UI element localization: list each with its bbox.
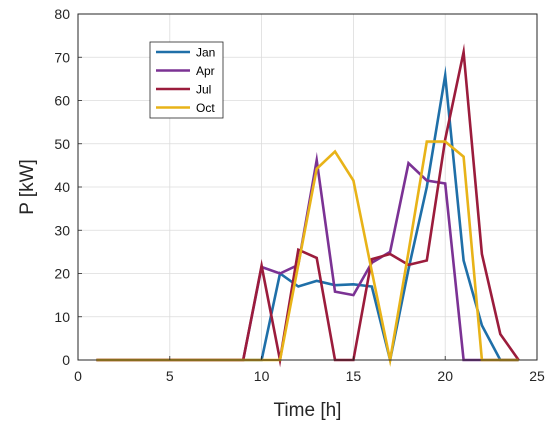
legend-label-oct: Oct [196,101,215,115]
legend-items: Jan Apr Jul Oct [156,46,215,115]
x-tick-label: 5 [166,368,174,384]
legend-label-apr: Apr [196,64,215,78]
x-tick-label: 0 [74,368,82,384]
y-tick-label: 70 [54,49,70,65]
y-tick-label: 30 [54,222,70,238]
y-tick-label: 40 [54,179,70,195]
legend-label-jan: Jan [196,46,215,60]
y-tick-label: 80 [54,6,70,22]
y-tick-label: 0 [62,352,70,368]
x-tick-label: 25 [529,368,545,384]
y-tick-label: 60 [54,93,70,109]
legend-label-jul: Jul [196,83,211,97]
y-axis-label: P [kW] [17,159,38,215]
tick-layer: 0 5 10 15 20 25 0 10 20 30 40 50 60 70 80 [54,6,545,384]
legend-box [149,41,224,119]
x-tick-label: 10 [254,368,270,384]
x-tick-label: 20 [437,368,453,384]
y-tick-label: 20 [54,266,70,282]
legend: Jan Apr Jul Oct [149,41,224,119]
y-tick-label: 50 [54,136,70,152]
x-axis-label: Time [h] [274,400,342,421]
y-tick-label: 10 [54,309,70,325]
x-tick-label: 15 [346,368,362,384]
